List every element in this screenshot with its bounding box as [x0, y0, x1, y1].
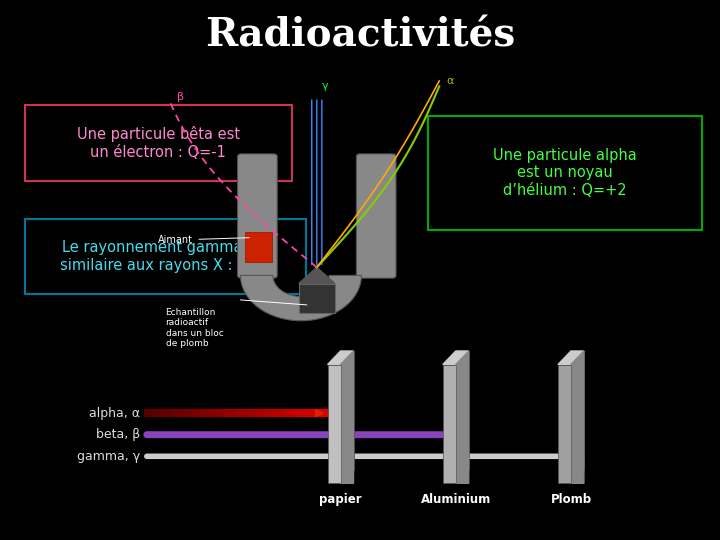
- Text: Aluminium: Aluminium: [420, 493, 491, 506]
- Text: beta, β: beta, β: [96, 428, 140, 441]
- Text: gamma, γ: gamma, γ: [77, 450, 140, 463]
- FancyBboxPatch shape: [443, 364, 456, 483]
- Text: Aimant: Aimant: [158, 235, 249, 245]
- Wedge shape: [240, 275, 361, 321]
- Polygon shape: [558, 351, 584, 364]
- FancyBboxPatch shape: [341, 351, 354, 470]
- Polygon shape: [456, 351, 469, 483]
- Text: Radioactivités: Radioactivités: [205, 16, 515, 54]
- Text: Plomb: Plomb: [550, 493, 592, 506]
- FancyBboxPatch shape: [558, 364, 571, 483]
- Text: γ: γ: [322, 81, 329, 91]
- FancyBboxPatch shape: [25, 219, 306, 294]
- FancyBboxPatch shape: [25, 105, 292, 181]
- FancyBboxPatch shape: [299, 284, 335, 313]
- Text: papier: papier: [319, 493, 362, 506]
- Text: α: α: [446, 76, 454, 86]
- Text: Le rayonnement gamma est
similaire aux rayons X : Q=0: Le rayonnement gamma est similaire aux r…: [60, 240, 271, 273]
- Polygon shape: [299, 267, 335, 284]
- FancyBboxPatch shape: [428, 116, 702, 230]
- Polygon shape: [328, 351, 354, 364]
- FancyBboxPatch shape: [328, 364, 341, 483]
- Polygon shape: [341, 351, 354, 483]
- FancyBboxPatch shape: [245, 232, 272, 262]
- Polygon shape: [443, 351, 469, 364]
- FancyBboxPatch shape: [356, 154, 396, 278]
- Text: alpha, α: alpha, α: [89, 407, 140, 420]
- Polygon shape: [571, 351, 584, 483]
- FancyBboxPatch shape: [238, 154, 277, 278]
- Text: Une particule bêta est
un électron : Q=-1: Une particule bêta est un électron : Q=-…: [77, 126, 240, 160]
- Text: β: β: [176, 92, 184, 102]
- Text: Une particule alpha
est un noyau
d’hélium : Q=+2: Une particule alpha est un noyau d’héliu…: [493, 148, 637, 198]
- FancyBboxPatch shape: [571, 351, 584, 470]
- FancyBboxPatch shape: [456, 351, 469, 470]
- Text: Echantillon
radioactif
dans un bloc
de plomb: Echantillon radioactif dans un bloc de p…: [166, 308, 223, 348]
